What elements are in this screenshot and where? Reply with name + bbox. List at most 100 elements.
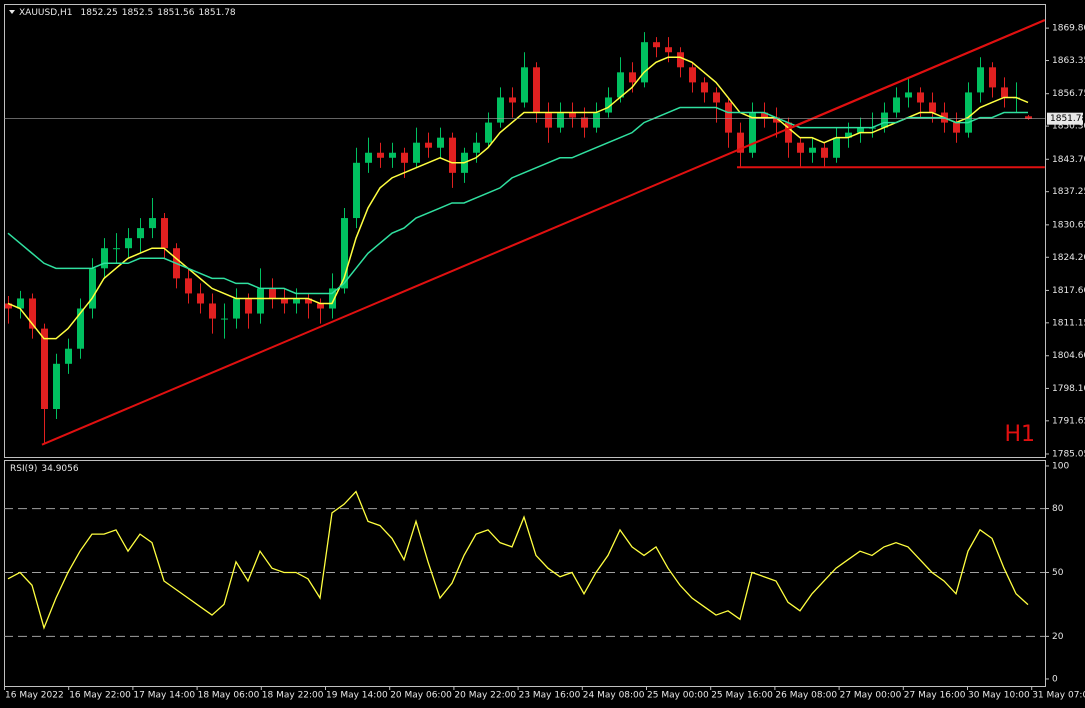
x-tick-label: 27 May 16:00 xyxy=(904,691,966,701)
rsi-tick-label: 0 xyxy=(1052,674,1058,684)
rsi-tick-label: 50 xyxy=(1052,568,1064,578)
rsi-header: RSI(9) 34.9056 xyxy=(10,464,79,474)
y-tick-label: 1843.70 xyxy=(1052,155,1085,165)
candle-body xyxy=(1001,87,1008,98)
x-tick-label: 16 May 22:00 xyxy=(69,691,131,701)
timeframe-label: H1 xyxy=(1004,422,1035,447)
rsi-name: RSI(9) xyxy=(10,464,37,474)
candle-body xyxy=(593,112,600,128)
candle-body xyxy=(365,152,372,163)
candle-body xyxy=(641,42,648,83)
candle-body xyxy=(809,147,816,153)
candle-body xyxy=(833,137,840,158)
x-tick-label: 27 May 00:00 xyxy=(840,691,902,701)
candle-body xyxy=(533,67,540,113)
candle-body xyxy=(509,97,516,103)
y-tick-label: 1837.25 xyxy=(1052,187,1085,197)
candle-body xyxy=(953,122,960,133)
candle-body xyxy=(545,112,552,128)
candle-body xyxy=(629,72,636,83)
candle-body xyxy=(485,122,492,143)
current-price-label: 1851.78 xyxy=(1050,114,1085,124)
y-tick-label: 1869.80 xyxy=(1052,24,1085,34)
candle-body xyxy=(233,298,240,319)
y-tick-label: 1850.30 xyxy=(1052,122,1085,132)
y-tick-label: 1811.15 xyxy=(1052,318,1085,328)
candle-body xyxy=(137,228,144,239)
x-tick-label: 16 May 2022 xyxy=(5,691,64,701)
rsi-tick-label: 100 xyxy=(1052,461,1069,471)
x-tick-label: 18 May 06:00 xyxy=(198,691,260,701)
candle-body xyxy=(689,67,696,83)
candle-body xyxy=(113,248,120,250)
candle-body xyxy=(653,42,660,48)
candle-body xyxy=(749,112,756,153)
candle-body xyxy=(317,303,324,309)
y-tick-label: 1791.65 xyxy=(1052,416,1085,426)
x-tick-label: 17 May 14:00 xyxy=(133,691,195,701)
candle-body xyxy=(353,162,360,219)
candle-body xyxy=(569,112,576,118)
candle-body xyxy=(5,303,12,309)
candle-body xyxy=(257,288,264,314)
candle-body xyxy=(557,112,564,128)
candle-body xyxy=(185,278,192,294)
candle-body xyxy=(293,298,300,304)
header-open: 1852.25 xyxy=(81,8,118,18)
candle-body xyxy=(881,112,888,128)
candle-body xyxy=(449,137,456,173)
current-price-box xyxy=(1047,112,1083,125)
candle-body xyxy=(845,132,852,138)
candle-body xyxy=(737,132,744,153)
candle-body xyxy=(305,298,312,304)
candle-body xyxy=(761,112,768,118)
x-tick-label: 20 May 22:00 xyxy=(454,691,516,701)
x-tick-label: 24 May 08:00 xyxy=(583,691,645,701)
x-tick-label: 25 May 16:00 xyxy=(711,691,773,701)
trendline xyxy=(790,19,1046,130)
candle-body xyxy=(857,127,864,133)
candle-body xyxy=(341,218,348,289)
y-tick-label: 1798.10 xyxy=(1052,384,1085,394)
candle-body xyxy=(245,298,252,314)
x-tick-label: 18 May 22:00 xyxy=(262,691,324,701)
header-low: 1851.56 xyxy=(157,8,194,18)
candle-body xyxy=(17,298,24,309)
y-tick-label: 1824.20 xyxy=(1052,253,1085,263)
y-tick-label: 1863.35 xyxy=(1052,56,1085,66)
candle-body xyxy=(125,238,132,249)
candle-body xyxy=(893,97,900,113)
rsi-panel-frame xyxy=(4,460,1046,687)
candle-body xyxy=(269,288,276,299)
x-tick-label: 23 May 16:00 xyxy=(519,691,581,701)
candle-body xyxy=(377,152,384,158)
moving-average xyxy=(7,56,1029,340)
candle-body xyxy=(77,308,84,349)
x-tick-label: 26 May 08:00 xyxy=(775,691,837,701)
menu-triangle xyxy=(9,10,15,14)
x-tick-label: 25 May 00:00 xyxy=(647,691,709,701)
candle-body xyxy=(101,248,108,269)
candle-body xyxy=(701,82,708,93)
x-tick-label: 31 May 07:00 xyxy=(1032,691,1085,701)
y-tick-label: 1785.05 xyxy=(1052,449,1085,459)
candle-body xyxy=(437,137,444,148)
candle-body xyxy=(581,117,588,128)
candle-body xyxy=(281,298,288,304)
candle-body xyxy=(41,328,48,410)
x-tick-label: 30 May 10:00 xyxy=(968,691,1030,701)
candle-body xyxy=(1025,116,1032,119)
y-tick-label: 1817.60 xyxy=(1052,286,1085,296)
candle-body xyxy=(89,268,96,309)
rsi-value: 34.9056 xyxy=(41,464,78,474)
candle-body xyxy=(497,97,504,123)
candle-body xyxy=(149,218,156,229)
x-tick-label: 19 May 14:00 xyxy=(326,691,388,701)
candle-body xyxy=(401,152,408,163)
candle-body xyxy=(929,102,936,113)
candle-body xyxy=(413,142,420,163)
price-panel-frame xyxy=(4,4,1046,458)
candle-body xyxy=(53,363,60,410)
candle-body xyxy=(905,92,912,98)
